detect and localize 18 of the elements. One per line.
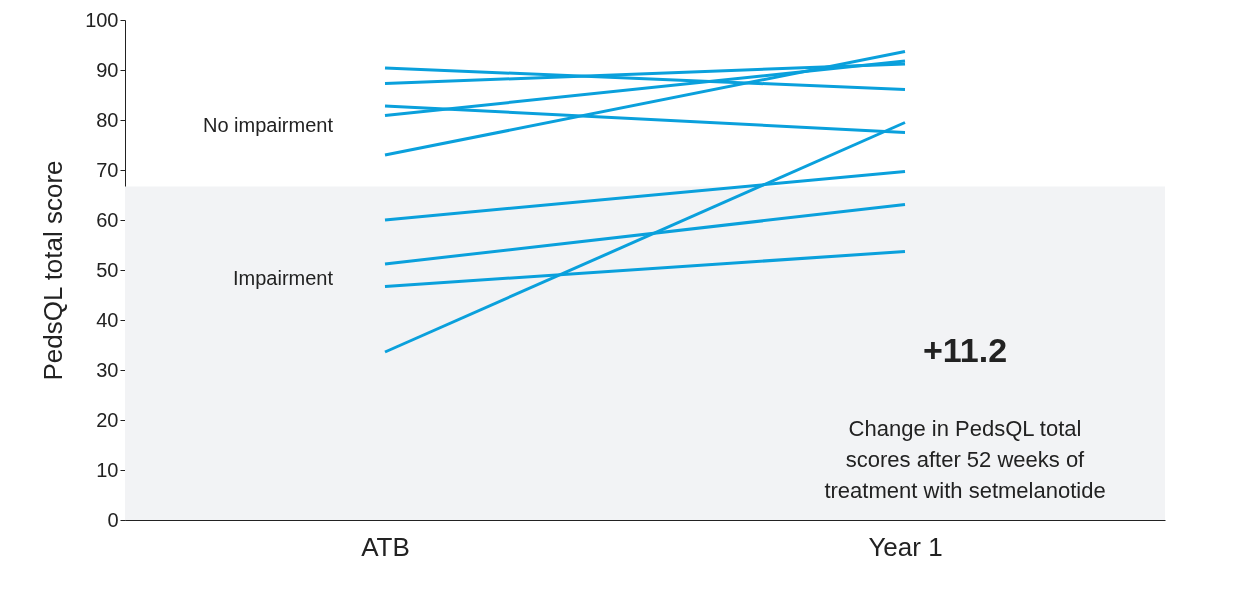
y-tick-label: 0 (107, 508, 119, 531)
y-tick-label: 90 (96, 58, 119, 81)
y-tick-label: 60 (96, 208, 119, 231)
y-tick-label: 40 (96, 308, 119, 331)
y-tick-label: 30 (96, 358, 119, 381)
annotation: +11.2 (922, 331, 1008, 369)
x-tick-label: Year 1 (868, 531, 943, 562)
y-tick-label: 10 (96, 458, 119, 481)
y-tick-label: 70 (96, 158, 119, 181)
y-tick-label: 20 (96, 408, 119, 431)
y-tick-label: 50 (96, 258, 119, 281)
y-axis-title: PedsQL total score (38, 160, 69, 381)
y-tick-label: 100 (85, 8, 119, 31)
annotation: Change in PedsQL total scores after 52 weeks of treatment with setmelanotide (824, 416, 1106, 503)
annotation: Impairment (232, 267, 334, 289)
y-tick-label: 80 (96, 108, 119, 131)
annotation: No impairment (202, 114, 334, 136)
x-tick-label: ATB (361, 531, 410, 562)
